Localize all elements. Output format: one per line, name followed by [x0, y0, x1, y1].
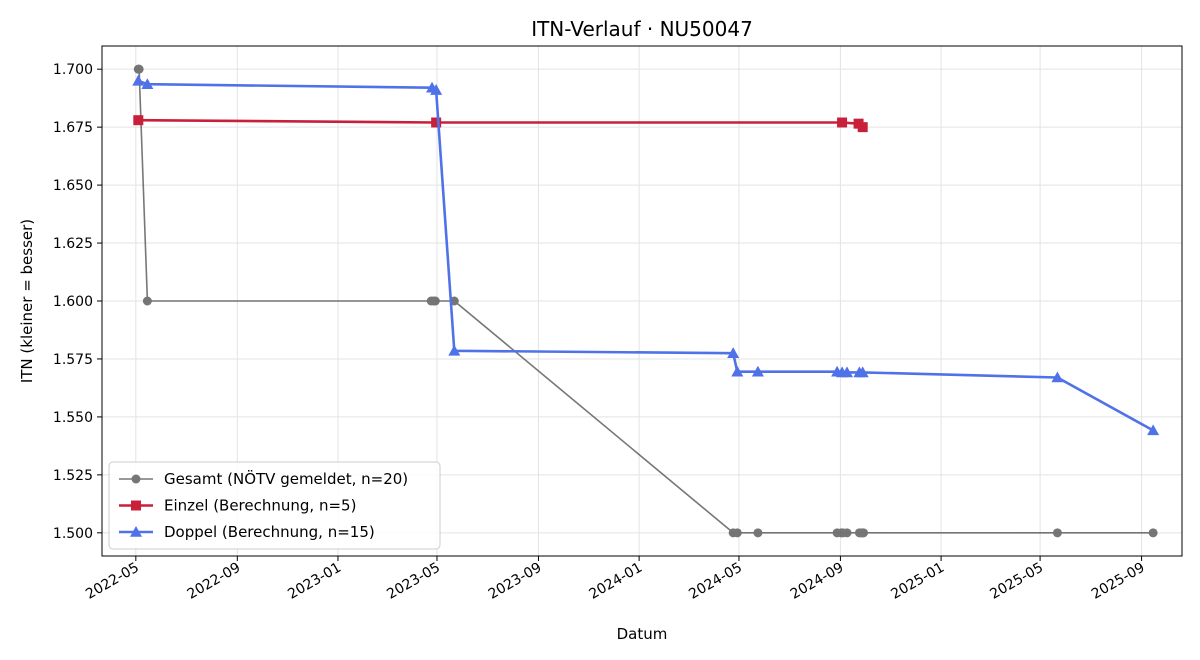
data-point: [859, 528, 869, 538]
data-point: [753, 528, 763, 538]
data-point: [732, 528, 742, 538]
legend-box: [108, 461, 441, 550]
data-point: [134, 64, 144, 74]
legend-marker: [131, 500, 141, 511]
legend-label: Gesamt (NÖTV gemeldet, n=20): [164, 469, 408, 488]
legend-swatch: [119, 474, 153, 484]
series-line: [138, 118, 864, 129]
x-tick-label: 2023-01: [285, 560, 344, 603]
y-tick-label: 1.650: [53, 178, 93, 194]
y-axis-label: ITN (kleiner = besser): [18, 219, 36, 383]
x-tick-label: 2023-05: [384, 560, 443, 603]
legend-marker: [130, 526, 142, 537]
legend-marker: [131, 474, 141, 484]
legend-swatch: [119, 500, 153, 511]
data-point: [857, 122, 868, 133]
y-tick-label: 1.600: [53, 294, 93, 310]
x-tick-label: 2022-05: [83, 560, 142, 603]
data-point: [856, 366, 869, 378]
x-axis-label: Datum: [617, 625, 668, 643]
legend-swatch: [119, 526, 153, 537]
data-point: [1147, 424, 1160, 436]
data-point: [133, 115, 144, 126]
series-1: [133, 64, 1158, 538]
legend: Gesamt (NÖTV gemeldet, n=20) Einzel (Bere…: [108, 461, 441, 550]
legend-label: Doppel (Berechnung, n=15): [164, 523, 375, 541]
data-point: [142, 296, 152, 306]
data-point: [431, 117, 442, 128]
data-point: [141, 78, 154, 90]
x-tick-label: 2025-09: [1089, 560, 1148, 603]
y-tick-label: 1.625: [53, 236, 93, 252]
plot-series: [132, 64, 1160, 538]
data-point: [1052, 528, 1062, 538]
x-tick-label: 2024-09: [788, 560, 847, 603]
x-tick-label: 2024-05: [686, 560, 745, 603]
y-tick-label: 1.550: [53, 410, 93, 426]
data-point: [751, 365, 764, 377]
data-point: [430, 84, 443, 95]
data-point: [448, 344, 461, 356]
data-point: [837, 117, 848, 128]
legend-label: Einzel (Berechnung, n=5): [164, 497, 356, 515]
x-tick-label: 2024-01: [586, 560, 645, 603]
chart-title: ITN-Verlauf · NU50047: [531, 17, 753, 41]
x-tick-label: 2023-09: [486, 560, 545, 603]
y-tick-label: 1.675: [53, 120, 93, 136]
data-point: [841, 366, 854, 378]
y-tick-label: 1.575: [53, 352, 93, 368]
data-point: [132, 74, 145, 86]
data-point: [430, 296, 440, 306]
y-tick-label: 1.500: [53, 526, 93, 542]
series-3: [132, 74, 1160, 436]
series-2: [133, 115, 868, 133]
x-tick-label: 2022-09: [185, 560, 244, 603]
x-tick-label: 2025-01: [888, 560, 947, 603]
data-point: [1051, 371, 1064, 383]
series-line: [137, 79, 1154, 432]
data-point: [1148, 528, 1158, 538]
data-point: [731, 365, 744, 377]
y-tick-label: 1.525: [53, 468, 93, 484]
data-point: [727, 347, 740, 358]
data-point: [842, 528, 852, 538]
y-tick-label: 1.700: [53, 62, 93, 78]
x-tick-label: 2025-05: [987, 560, 1046, 603]
